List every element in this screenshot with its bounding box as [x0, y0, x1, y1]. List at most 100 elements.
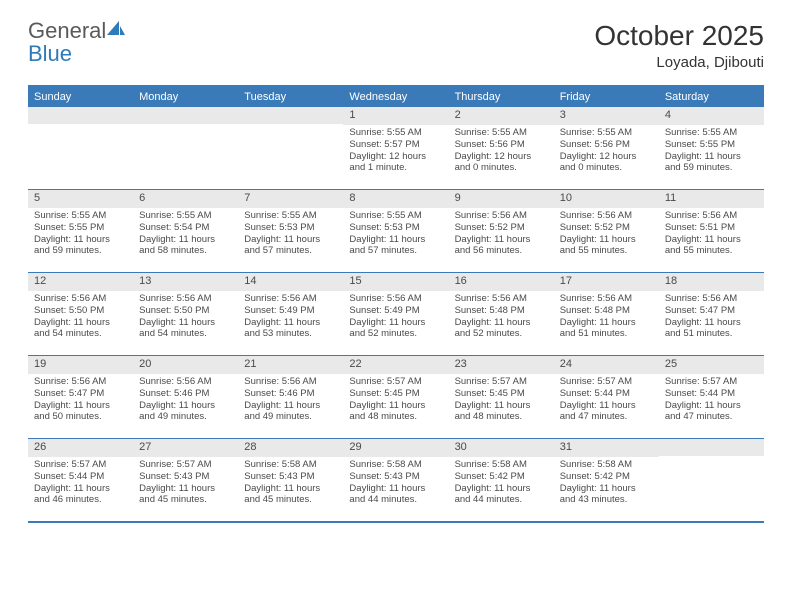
- sunrise-text: Sunrise: 5:58 AM: [349, 459, 442, 471]
- logo-word-2: Blue: [28, 41, 72, 66]
- sunset-text: Sunset: 5:49 PM: [244, 305, 337, 317]
- weeks-container: 1Sunrise: 5:55 AMSunset: 5:57 PMDaylight…: [28, 107, 764, 521]
- day-cell: 11Sunrise: 5:56 AMSunset: 5:51 PMDayligh…: [659, 190, 764, 272]
- sunset-text: Sunset: 5:44 PM: [665, 388, 758, 400]
- sunrise-text: Sunrise: 5:56 AM: [139, 376, 232, 388]
- day-number: 18: [659, 273, 764, 291]
- daylight-text: Daylight: 12 hours and 1 minute.: [349, 151, 442, 175]
- day-number: 24: [554, 356, 659, 374]
- daylight-text: Daylight: 11 hours and 48 minutes.: [349, 400, 442, 424]
- daylight-text: Daylight: 11 hours and 55 minutes.: [560, 234, 653, 258]
- week-row: 5Sunrise: 5:55 AMSunset: 5:55 PMDaylight…: [28, 189, 764, 272]
- day-body: Sunrise: 5:57 AMSunset: 5:44 PMDaylight:…: [554, 374, 659, 428]
- day-body: Sunrise: 5:57 AMSunset: 5:45 PMDaylight:…: [343, 374, 448, 428]
- day-body: Sunrise: 5:56 AMSunset: 5:46 PMDaylight:…: [238, 374, 343, 428]
- day-body: Sunrise: 5:56 AMSunset: 5:49 PMDaylight:…: [343, 291, 448, 345]
- sunset-text: Sunset: 5:43 PM: [349, 471, 442, 483]
- week-row: 1 Sunrise: 5:55 AM Sunset: 5:57 PMDaylight…: [28, 107, 764, 189]
- day-cell: 16Sunrise: 5:56 AMSunset: 5:48 PMDayligh…: [449, 273, 554, 355]
- sunrise-text: Sunrise: 5:56 AM: [349, 293, 442, 305]
- day-number: 30: [449, 439, 554, 457]
- sunset-text: Sunset: 5:44 PM: [34, 471, 127, 483]
- sunset-text: Sunset: 5:43 PM: [139, 471, 232, 483]
- sunrise-text: Sunrise: 5:57 AM: [665, 376, 758, 388]
- day-cell: 29Sunrise: 5:58 AMSunset: 5:43 PMDayligh…: [343, 439, 448, 521]
- day-cell: 10Sunrise: 5:56 AMSunset: 5:52 PMDayligh…: [554, 190, 659, 272]
- sunset-text: Sunset: 5:53 PM: [349, 222, 442, 234]
- sunrise-text: Sunrise: 5:56 AM: [244, 293, 337, 305]
- sunrise-text: Sunrise: 5:55 AM: [349, 210, 442, 222]
- sunset-text: Sunset: 5:43 PM: [244, 471, 337, 483]
- day-cell: 17Sunrise: 5:56 AMSunset: 5:48 PMDayligh…: [554, 273, 659, 355]
- day-cell: 14Sunrise: 5:56 AMSunset: 5:49 PMDayligh…: [238, 273, 343, 355]
- day-body: Sunrise: 5:58 AMSunset: 5:43 PMDaylight:…: [238, 457, 343, 511]
- sunset-text: Sunset: 5:54 PM: [139, 222, 232, 234]
- day-body: Sunrise: 5:56 AMSunset: 5:51 PMDaylight:…: [659, 208, 764, 262]
- day-cell: [659, 439, 764, 521]
- day-number: [659, 439, 764, 456]
- sunrise-text: Sunrise: 5:56 AM: [665, 293, 758, 305]
- logo-sail-icon: [106, 20, 126, 41]
- day-number: 27: [133, 439, 238, 457]
- day-body: Sunrise: 5:55 AMSunset: 5:54 PMDaylight:…: [133, 208, 238, 262]
- day-cell: 5Sunrise: 5:55 AMSunset: 5:55 PMDaylight…: [28, 190, 133, 272]
- day-number: 7: [238, 190, 343, 208]
- day-cell: 8Sunrise: 5:55 AMSunset: 5:53 PMDaylight…: [343, 190, 448, 272]
- day-body: Sunrise: 5:58 AMSunset: 5:43 PMDaylight:…: [343, 457, 448, 511]
- day-body: Sunrise: 5:57 AMSunset: 5:44 PMDaylight:…: [28, 457, 133, 511]
- sunrise-text: Sunrise: 5:56 AM: [139, 293, 232, 305]
- day-number: 12: [28, 273, 133, 291]
- sunset-text: Sunset: 5:52 PM: [455, 222, 548, 234]
- day-cell: 27Sunrise: 5:57 AMSunset: 5:43 PMDayligh…: [133, 439, 238, 521]
- sunset-text: Sunset: 5:57 PM: [349, 139, 442, 151]
- day-body: Sunrise: 5:56 AMSunset: 5:48 PMDaylight:…: [554, 291, 659, 345]
- sunset-text: Sunset: 5:55 PM: [665, 139, 758, 151]
- daylight-text: Daylight: 11 hours and 51 minutes.: [560, 317, 653, 341]
- day-body: Sunrise: 5:56 AMSunset: 5:50 PMDaylight:…: [28, 291, 133, 345]
- day-cell: 13Sunrise: 5:56 AMSunset: 5:50 PMDayligh…: [133, 273, 238, 355]
- day-cell: 6Sunrise: 5:55 AMSunset: 5:54 PMDaylight…: [133, 190, 238, 272]
- day-number: 9: [449, 190, 554, 208]
- title-block: October 2025 Loyada, Djibouti: [594, 20, 764, 71]
- sunset-text: Sunset: 5:45 PM: [349, 388, 442, 400]
- daylight-text: Daylight: 11 hours and 58 minutes.: [139, 234, 232, 258]
- day-cell: 7Sunrise: 5:55 AMSunset: 5:53 PMDaylight…: [238, 190, 343, 272]
- day-cell: 12Sunrise: 5:56 AMSunset: 5:50 PMDayligh…: [28, 273, 133, 355]
- day-body: Sunrise: 5:55 AMSunset: 5:53 PMDaylight:…: [343, 208, 448, 262]
- day-cell: 22Sunrise: 5:57 AMSunset: 5:45 PMDayligh…: [343, 356, 448, 438]
- sunrise-text: Sunrise: 5:55 AM: [455, 127, 548, 139]
- week-row: 12Sunrise: 5:56 AMSunset: 5:50 PMDayligh…: [28, 272, 764, 355]
- sunset-text: Sunset: 5:50 PM: [139, 305, 232, 317]
- day-number: 25: [659, 356, 764, 374]
- sunset-text: Sunset: 5:47 PM: [665, 305, 758, 317]
- day-number: 14: [238, 273, 343, 291]
- day-header-row: Sunday Monday Tuesday Wednesday Thursday…: [28, 87, 764, 107]
- daylight-text: Daylight: 11 hours and 48 minutes.: [455, 400, 548, 424]
- day-number: 26: [28, 439, 133, 457]
- day-number: 29: [343, 439, 448, 457]
- day-cell: 2Sunrise: 5:55 AMSunset: 5:56 PMDaylight…: [449, 107, 554, 189]
- sunrise-text: Sunrise: 5:57 AM: [455, 376, 548, 388]
- day-cell: [133, 107, 238, 189]
- day-header-sat: Saturday: [659, 87, 764, 107]
- day-body: Sunrise: 5:55 AMSunset: 5:56 PMDaylight:…: [449, 125, 554, 179]
- sunset-text: Sunset: 5:42 PM: [560, 471, 653, 483]
- daylight-text: Daylight: 11 hours and 49 minutes.: [139, 400, 232, 424]
- day-header-fri: Friday: [554, 87, 659, 107]
- day-number: 1: [343, 107, 448, 125]
- sunrise-text: Sunrise: 5:57 AM: [349, 376, 442, 388]
- day-body: Sunrise: 5:55 AMSunset: 5:55 PMDaylight:…: [28, 208, 133, 262]
- day-body: Sunrise: 5:55 AMSunset: 5:56 PMDaylight:…: [554, 125, 659, 179]
- daylight-text: Daylight: 11 hours and 45 minutes.: [244, 483, 337, 507]
- sunrise-text: Sunrise: 5:58 AM: [244, 459, 337, 471]
- day-body: Sunrise: 5:58 AMSunset: 5:42 PMDaylight:…: [449, 457, 554, 511]
- day-header-sun: Sunday: [28, 87, 133, 107]
- sunrise-text: Sunrise: 5:55 AM: [244, 210, 337, 222]
- day-cell: 4Sunrise: 5:55 AMSunset: 5:55 PMDaylight…: [659, 107, 764, 189]
- day-cell: 20Sunrise: 5:56 AMSunset: 5:46 PMDayligh…: [133, 356, 238, 438]
- day-header-wed: Wednesday: [343, 87, 448, 107]
- day-number: 16: [449, 273, 554, 291]
- day-body: Sunrise: 5:57 AMSunset: 5:44 PMDaylight:…: [659, 374, 764, 428]
- daylight-text: Daylight: 11 hours and 57 minutes.: [349, 234, 442, 258]
- day-body: Sunrise: 5:56 AMSunset: 5:52 PMDaylight:…: [449, 208, 554, 262]
